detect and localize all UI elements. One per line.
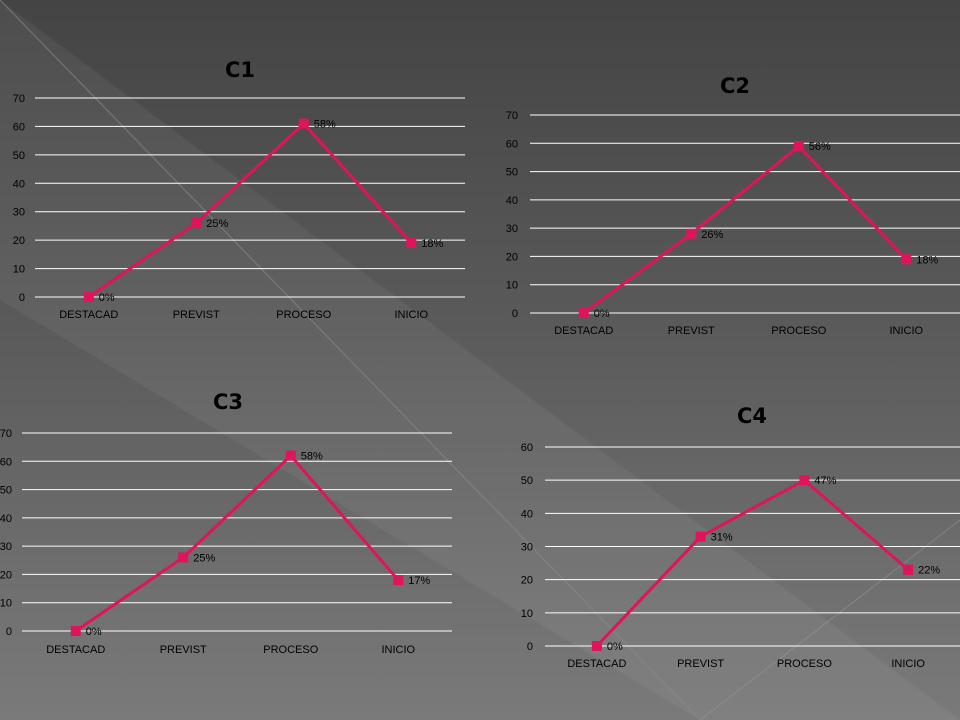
series-line xyxy=(582,144,908,315)
y-tick-label: 70 xyxy=(0,428,12,440)
data-point-marker xyxy=(285,450,296,461)
x-category-label: INICIO xyxy=(891,658,925,670)
x-category-label: PREVIST xyxy=(160,644,207,656)
data-label: 31% xyxy=(711,532,733,544)
x-category-label: DESTACAD xyxy=(59,309,118,321)
series-line xyxy=(595,478,910,648)
y-tick-label: 60 xyxy=(521,442,533,454)
chart-title: C4 xyxy=(737,404,767,428)
data-point-marker xyxy=(578,308,589,318)
y-tick-label: 50 xyxy=(13,150,25,162)
data-point-marker xyxy=(406,237,417,248)
y-tick-label: 0 xyxy=(512,308,518,320)
y-tick-label: 50 xyxy=(521,475,533,487)
data-point-marker xyxy=(191,218,202,229)
x-category-label: PROCESO xyxy=(771,325,826,337)
data-label: 0% xyxy=(607,641,623,653)
data-point-marker xyxy=(83,292,94,302)
data-point-marker xyxy=(901,254,912,265)
y-tick-label: 10 xyxy=(521,608,533,620)
y-tick-label: 50 xyxy=(506,167,518,179)
data-label: 17% xyxy=(408,575,430,587)
data-label: 58% xyxy=(301,451,323,463)
data-point-marker xyxy=(695,531,706,542)
y-tick-label: 30 xyxy=(13,207,25,219)
y-tick-label: 40 xyxy=(506,195,518,207)
y-tick-label: 20 xyxy=(521,575,533,587)
data-label: 58% xyxy=(314,119,336,131)
x-category-label: INICIO xyxy=(381,644,415,656)
y-tick-label: 60 xyxy=(13,121,25,133)
data-label: 25% xyxy=(193,552,215,564)
data-point-marker xyxy=(393,575,404,586)
data-label: 18% xyxy=(421,238,443,250)
data-label: 26% xyxy=(701,229,723,241)
y-tick-label: 10 xyxy=(0,598,12,610)
x-category-label: DESTACAD xyxy=(554,325,613,337)
y-tick-label: 10 xyxy=(13,264,25,276)
y-tick-label: 70 xyxy=(506,110,518,122)
data-point-marker xyxy=(686,228,697,239)
x-category-label: PROCESO xyxy=(276,309,331,321)
data-label: 47% xyxy=(814,475,836,487)
y-tick-label: 30 xyxy=(0,541,12,553)
y-tick-label: 40 xyxy=(0,513,12,525)
x-category-label: DESTACAD xyxy=(46,644,105,656)
y-tick-label: 40 xyxy=(521,508,533,520)
data-label: 0% xyxy=(99,292,115,304)
y-tick-label: 0 xyxy=(19,292,25,304)
y-tick-label: 20 xyxy=(506,251,518,263)
x-category-label: PREVIST xyxy=(677,658,724,670)
chart-title: C3 xyxy=(213,390,243,414)
x-category-label: PREVIST xyxy=(173,309,220,321)
y-tick-label: 60 xyxy=(506,138,518,150)
data-label: 18% xyxy=(916,254,938,266)
data-label: 25% xyxy=(206,218,228,230)
chart-title: C1 xyxy=(225,58,255,82)
x-category-label: PROCESO xyxy=(263,644,318,656)
y-tick-label: 10 xyxy=(506,280,518,292)
data-point-marker xyxy=(793,141,804,152)
chart-title: C2 xyxy=(720,74,750,98)
x-category-label: PREVIST xyxy=(668,325,715,337)
x-category-label: DESTACAD xyxy=(567,658,626,670)
data-point-marker xyxy=(903,564,914,575)
data-label: 0% xyxy=(594,308,610,320)
y-tick-label: 70 xyxy=(13,93,25,105)
y-tick-label: 60 xyxy=(0,456,12,468)
data-point-marker xyxy=(178,552,189,563)
data-point-marker xyxy=(799,475,810,486)
y-tick-label: 20 xyxy=(0,569,12,581)
x-category-label: INICIO xyxy=(394,309,428,321)
x-category-label: PROCESO xyxy=(777,658,832,670)
series-line xyxy=(87,122,413,299)
y-tick-label: 50 xyxy=(0,485,12,497)
data-label: 22% xyxy=(918,565,940,577)
y-tick-label: 30 xyxy=(506,223,518,235)
y-tick-label: 0 xyxy=(6,626,12,638)
data-point-marker xyxy=(298,118,309,129)
data-label: 56% xyxy=(809,141,831,153)
series-line xyxy=(74,454,400,633)
y-tick-label: 0 xyxy=(527,641,533,653)
y-tick-label: 20 xyxy=(13,235,25,247)
data-point-marker xyxy=(591,641,602,651)
data-point-marker xyxy=(70,626,81,636)
y-tick-label: 30 xyxy=(521,542,533,554)
data-label: 0% xyxy=(86,626,102,638)
x-category-label: INICIO xyxy=(889,325,923,337)
y-tick-label: 40 xyxy=(13,178,25,190)
